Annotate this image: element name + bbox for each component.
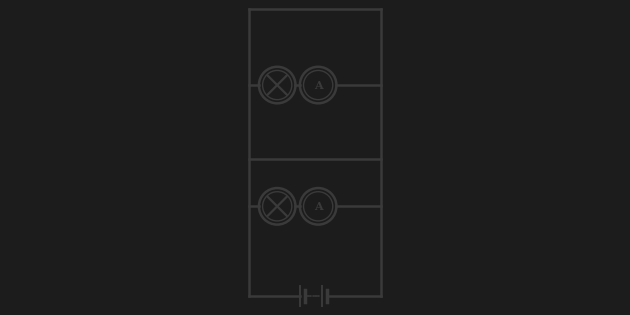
Text: A: A	[314, 80, 323, 90]
Text: A: A	[314, 201, 323, 212]
